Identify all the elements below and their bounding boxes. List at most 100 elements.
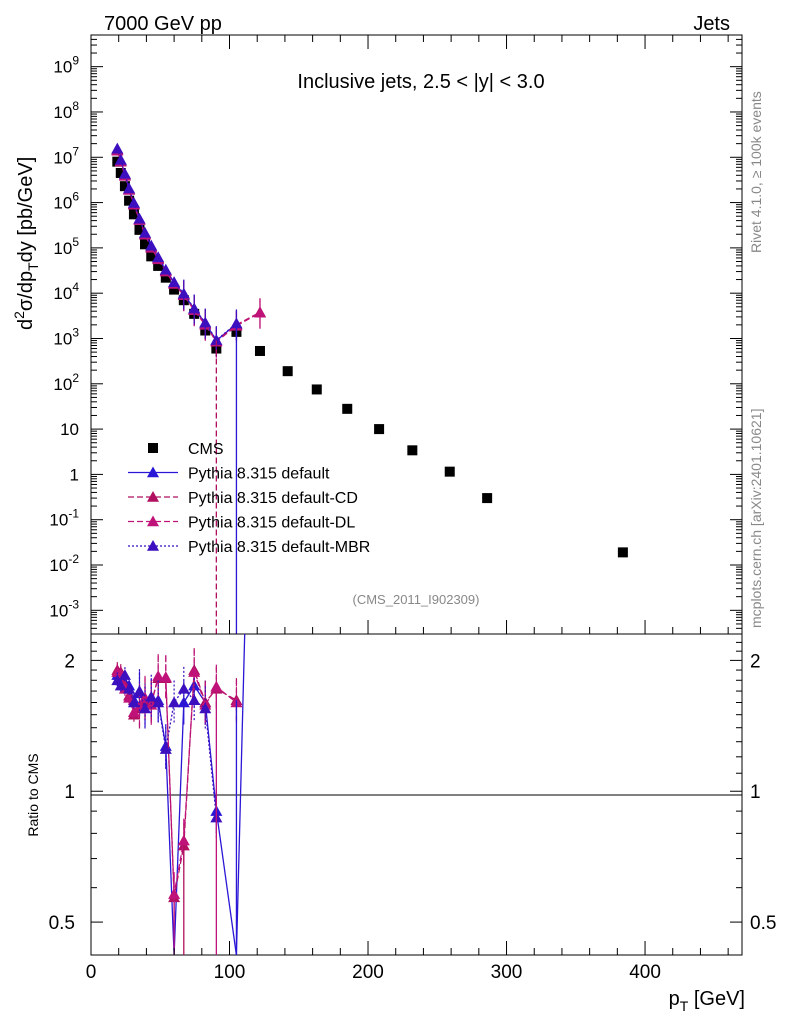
ratio-y-tick-label: 2 — [64, 651, 75, 672]
mc-data-point — [230, 317, 243, 329]
main-y-tick-label: 107 — [53, 144, 79, 167]
tick-exponent: 4 — [72, 280, 79, 294]
tick-base: 10 — [49, 556, 68, 575]
main-y-tick-label: 10-2 — [49, 552, 79, 575]
mc-data-point — [127, 696, 140, 708]
x-tick-label: 200 — [352, 962, 384, 983]
x-axis-label-text: p — [669, 988, 680, 1010]
tick-exponent: 3 — [72, 325, 79, 339]
mc-data-point — [253, 306, 266, 318]
cms-data-point — [119, 181, 130, 192]
x-axis-label: pT [GeV] — [669, 988, 745, 1014]
tick-base: 10 — [53, 103, 72, 122]
tick-base: 10 — [53, 284, 72, 303]
mc-data-point — [199, 702, 212, 714]
mc-data-point — [210, 334, 223, 345]
ratio-line — [116, 671, 237, 895]
legend-label: Pythia 8.315 default — [188, 466, 330, 483]
mc-data-point — [168, 696, 181, 708]
mc-data-point — [177, 682, 190, 694]
ratio-line — [116, 673, 218, 818]
mc-data-point — [123, 682, 136, 694]
ratio-y-tick-label: 1 — [64, 782, 75, 803]
mc-data-point — [147, 515, 159, 527]
mc-data-point — [111, 142, 124, 154]
x-tick-label: 300 — [491, 962, 523, 983]
tick-exponent: 8 — [72, 99, 79, 113]
cms-data-point — [160, 272, 171, 283]
legend: CMS Pythia 8.315 default Pythia 8.315 defa… — [128, 441, 370, 556]
main-y-tick-label: 109 — [53, 54, 79, 77]
tick-base: 10 — [53, 148, 72, 167]
legend-entry: CMS — [148, 441, 224, 458]
x-axis-label-unit: [GeV] — [688, 988, 745, 1010]
tick-exponent: 7 — [72, 144, 79, 158]
mc-data-point — [159, 263, 172, 275]
cms-data-point — [444, 466, 455, 477]
cms-data-point — [146, 251, 157, 262]
ratio-series-4 — [111, 666, 223, 840]
header-left: 7000 GeV pp — [104, 13, 222, 35]
x-tick-label: 100 — [214, 962, 246, 983]
cms-data-point — [115, 167, 126, 178]
cms-data-point — [128, 209, 139, 220]
mc-data-point — [118, 669, 131, 680]
cms-data-point — [374, 424, 385, 435]
chart-title: Inclusive jets, 2.5 < |y| < 3.0 — [297, 71, 544, 93]
tick-base: 10 — [49, 601, 68, 620]
cms-data-point — [282, 366, 293, 377]
main-y-tick-label: 106 — [53, 190, 79, 213]
mc-data-point — [177, 287, 190, 299]
mc-data-point — [147, 491, 159, 502]
tick-exponent: -1 — [68, 507, 79, 521]
series-mc-4 — [111, 142, 243, 357]
x-tick-label: 400 — [629, 962, 661, 983]
mc-data-point — [168, 888, 181, 899]
main-y-tick-label: 10-1 — [49, 507, 79, 530]
mc-data-point — [159, 743, 172, 754]
ratio-y-axis-label: Ratio to CMS — [25, 753, 41, 836]
cms-data-point — [407, 445, 418, 456]
tick-base: 10 — [53, 375, 72, 394]
mc-data-point — [147, 466, 159, 478]
series-line — [116, 148, 237, 342]
x-axis: 0 100 200 300 400 — [86, 35, 729, 983]
mc-data-point — [133, 685, 146, 696]
mcplots-label: mcplots.cern.ch [arXiv:2401.10621] — [748, 409, 764, 628]
legend-entry: Pythia 8.315 default-MBR — [128, 539, 370, 556]
mc-data-point — [159, 671, 172, 682]
rivet-label: Rivet 4.1.0, ≥ 100k events — [748, 91, 764, 253]
tick-base: 10 — [53, 194, 72, 213]
tick-exponent: 9 — [72, 54, 79, 68]
cms-data-point — [148, 443, 158, 453]
cms-data-point — [254, 345, 265, 356]
ratio-plot: 0.5 0.5 1 1 2 2 — [49, 633, 776, 956]
ratio-y-tick-label-right: 2 — [750, 651, 761, 672]
main-y-tick-label: 103 — [53, 325, 79, 348]
main-y-tick-label: 102 — [53, 371, 79, 394]
mc-data-point — [188, 666, 201, 677]
ratio-y-ticks: 0.5 0.5 1 1 2 2 — [49, 641, 776, 934]
tick-exponent: 5 — [72, 235, 79, 249]
mc-data-point — [139, 702, 152, 714]
mc-data-point — [168, 276, 181, 287]
main-y-tick-label: 1 — [70, 465, 79, 484]
mc-data-point — [152, 670, 165, 681]
cms-data-point — [134, 224, 145, 235]
ratio-y-tick-label: 0.5 — [49, 913, 75, 934]
y-axis-label: d2σ/dpTdy [pb/GeV] — [11, 157, 41, 330]
cms-data-point — [311, 384, 322, 395]
main-y-tick-label: 108 — [53, 99, 79, 122]
tick-exponent: 6 — [72, 190, 79, 204]
x-tick-label: 0 — [86, 962, 97, 983]
tick-exponent: 2 — [72, 371, 79, 385]
legend-label: Pythia 8.315 default-MBR — [188, 539, 370, 556]
mc-data-point — [127, 196, 140, 208]
mc-data-point — [118, 167, 131, 179]
legend-label: CMS — [188, 441, 224, 458]
cms-data-point — [617, 547, 628, 558]
cms-data-point — [124, 195, 135, 206]
main-y-tick-label: 105 — [53, 235, 79, 258]
